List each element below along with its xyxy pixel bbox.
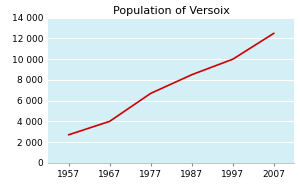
Title: Population of Versoix: Population of Versoix (113, 6, 230, 16)
